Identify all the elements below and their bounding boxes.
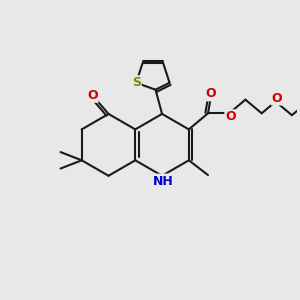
Text: NH: NH: [153, 175, 174, 188]
Text: O: O: [206, 87, 217, 101]
Text: S: S: [132, 76, 141, 89]
Text: O: O: [225, 110, 236, 123]
Text: O: O: [87, 89, 98, 102]
Text: O: O: [272, 92, 282, 104]
